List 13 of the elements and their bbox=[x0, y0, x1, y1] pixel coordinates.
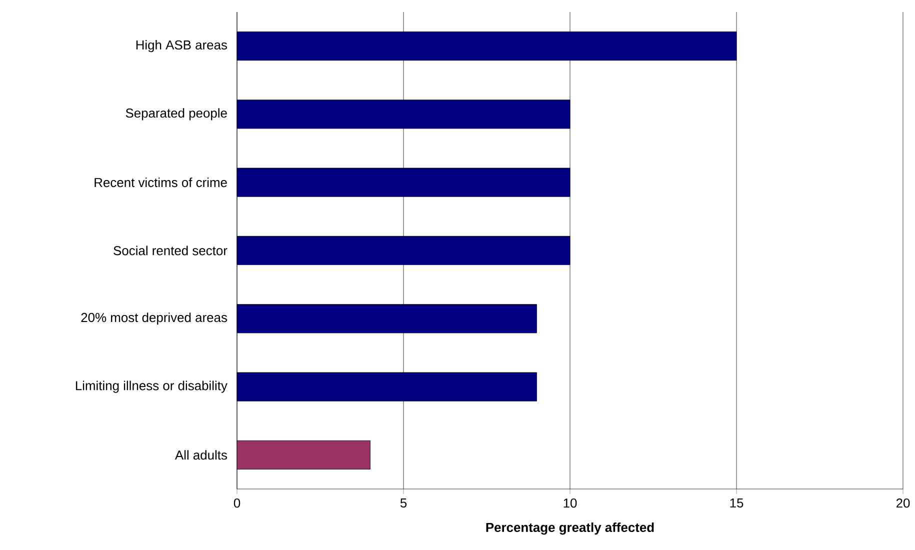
x-tick-label: 5 bbox=[400, 498, 407, 508]
y-tick-label: Recent victims of crime bbox=[94, 178, 227, 188]
y-tick-label: 20% most deprived areas bbox=[81, 312, 227, 325]
y-tick-label: Limiting illness or disability bbox=[76, 380, 228, 393]
x-tick-label: 15 bbox=[730, 498, 744, 508]
x-tick-label: 0 bbox=[234, 498, 240, 508]
x-axis-title: Percentage greatly affected bbox=[486, 522, 654, 535]
y-tick-label: Separated people bbox=[126, 108, 227, 120]
y-tick-label: All adults bbox=[174, 450, 228, 460]
y-tick-label: Social rented sector bbox=[114, 246, 228, 256]
x-tick-label: 20 bbox=[896, 498, 910, 508]
y-tick-label: High ASB areas bbox=[136, 40, 228, 52]
x-tick-label: 10 bbox=[564, 498, 577, 508]
